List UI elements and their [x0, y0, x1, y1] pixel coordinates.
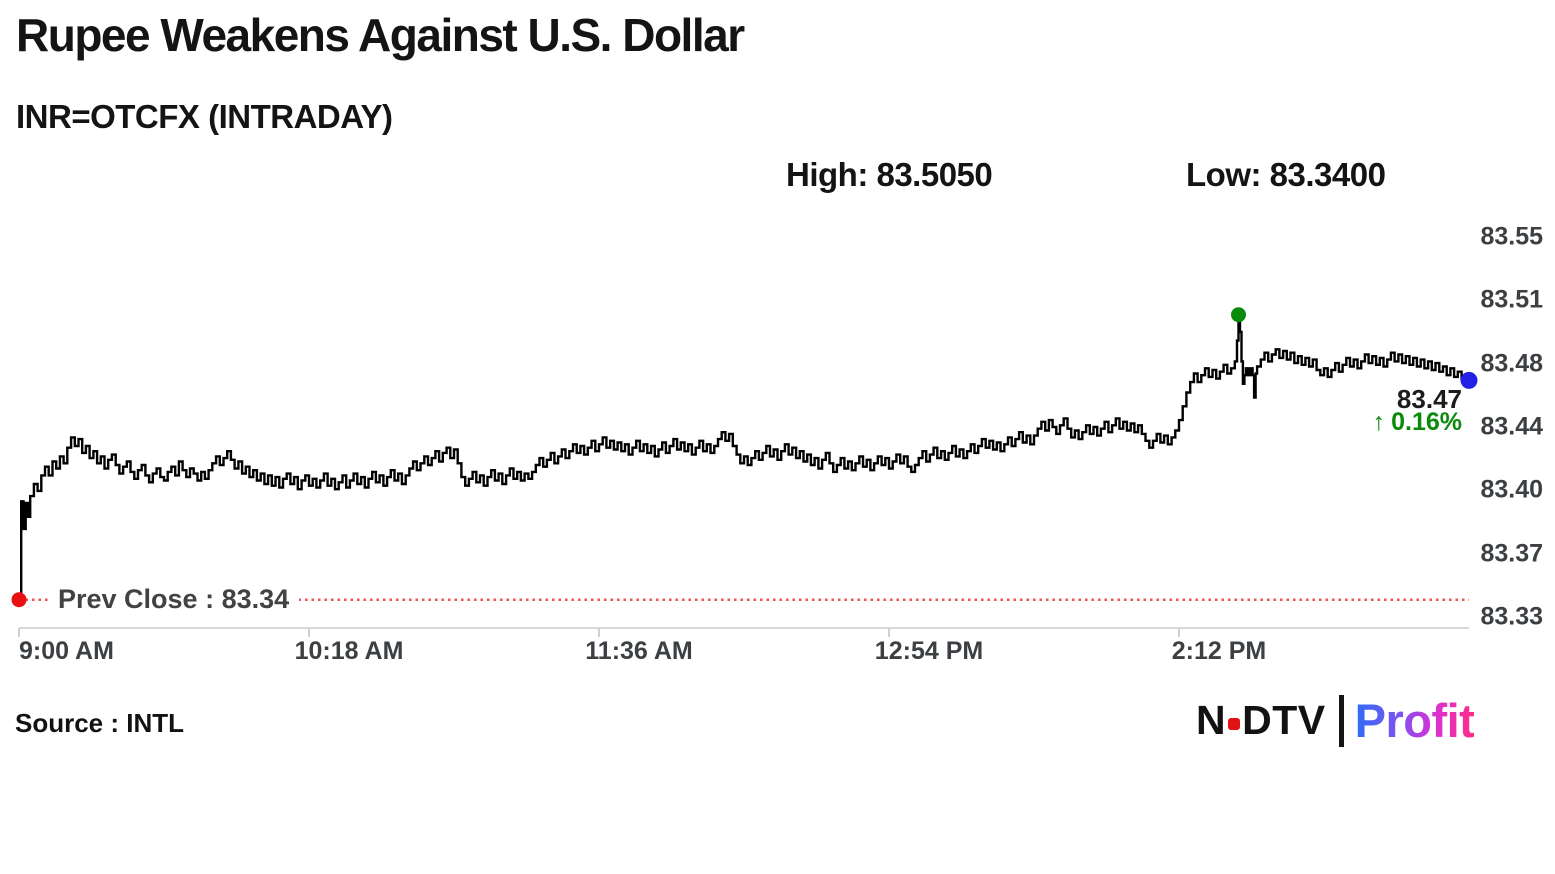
high-value-label: High: 83.5050 — [786, 156, 993, 193]
y-tick-label: 83.48 — [1480, 349, 1543, 378]
prev-close-label: Prev Close : 83.34 — [48, 584, 300, 616]
x-axis: 9:00 AM 10:18 AM 11:36 AM 12:54 PM 2:12 PM — [19, 637, 1267, 665]
chart-subtitle: INR=OTCFX (INTRADAY) — [16, 98, 393, 135]
y-tick-label: 83.37 — [1480, 539, 1543, 568]
y-tick-label: 83.55 — [1480, 222, 1543, 251]
x-tick-label: 12:54 PM — [874, 637, 984, 665]
y-tick-label: 83.33 — [1480, 602, 1543, 631]
y-tick-label: 83.51 — [1480, 285, 1543, 314]
low-value-label: Low: 83.3400 — [1186, 156, 1386, 193]
ndtv-profit-logo: N DTV Profit — [1196, 693, 1475, 748]
source-label: Source : INTL — [15, 708, 185, 738]
y-tick-label: 83.40 — [1480, 475, 1543, 504]
up-arrow-icon: ↑ — [1372, 408, 1386, 436]
ndtv-letter-n: N — [1196, 697, 1227, 743]
x-tick-label: 10:18 AM — [294, 637, 404, 665]
ndtv-logo-text: N DTV — [1196, 697, 1326, 744]
logo-separator — [1338, 694, 1344, 747]
profit-logo-text: Profit — [1354, 694, 1475, 747]
last-price-label: 83.47 — [1396, 384, 1462, 414]
ndtv-letters-dtv: DTV — [1242, 697, 1326, 743]
y-axis: 83.55 83.51 83.48 83.44 83.40 83.37 83.33 — [1463, 0, 1543, 700]
last-change-label: ↑ 0.16% — [1373, 408, 1462, 437]
change-percent: 0.16% — [1391, 408, 1462, 436]
x-tick-label: 11:36 AM — [585, 637, 693, 665]
x-tick-label: 2:12 PM — [1171, 637, 1267, 665]
y-tick-label: 83.44 — [1480, 412, 1543, 441]
x-tick-label: 9:00 AM — [19, 637, 114, 665]
page-title: Rupee Weakens Against U.S. Dollar — [16, 9, 745, 61]
ndtv-red-dot-icon — [1228, 717, 1241, 730]
